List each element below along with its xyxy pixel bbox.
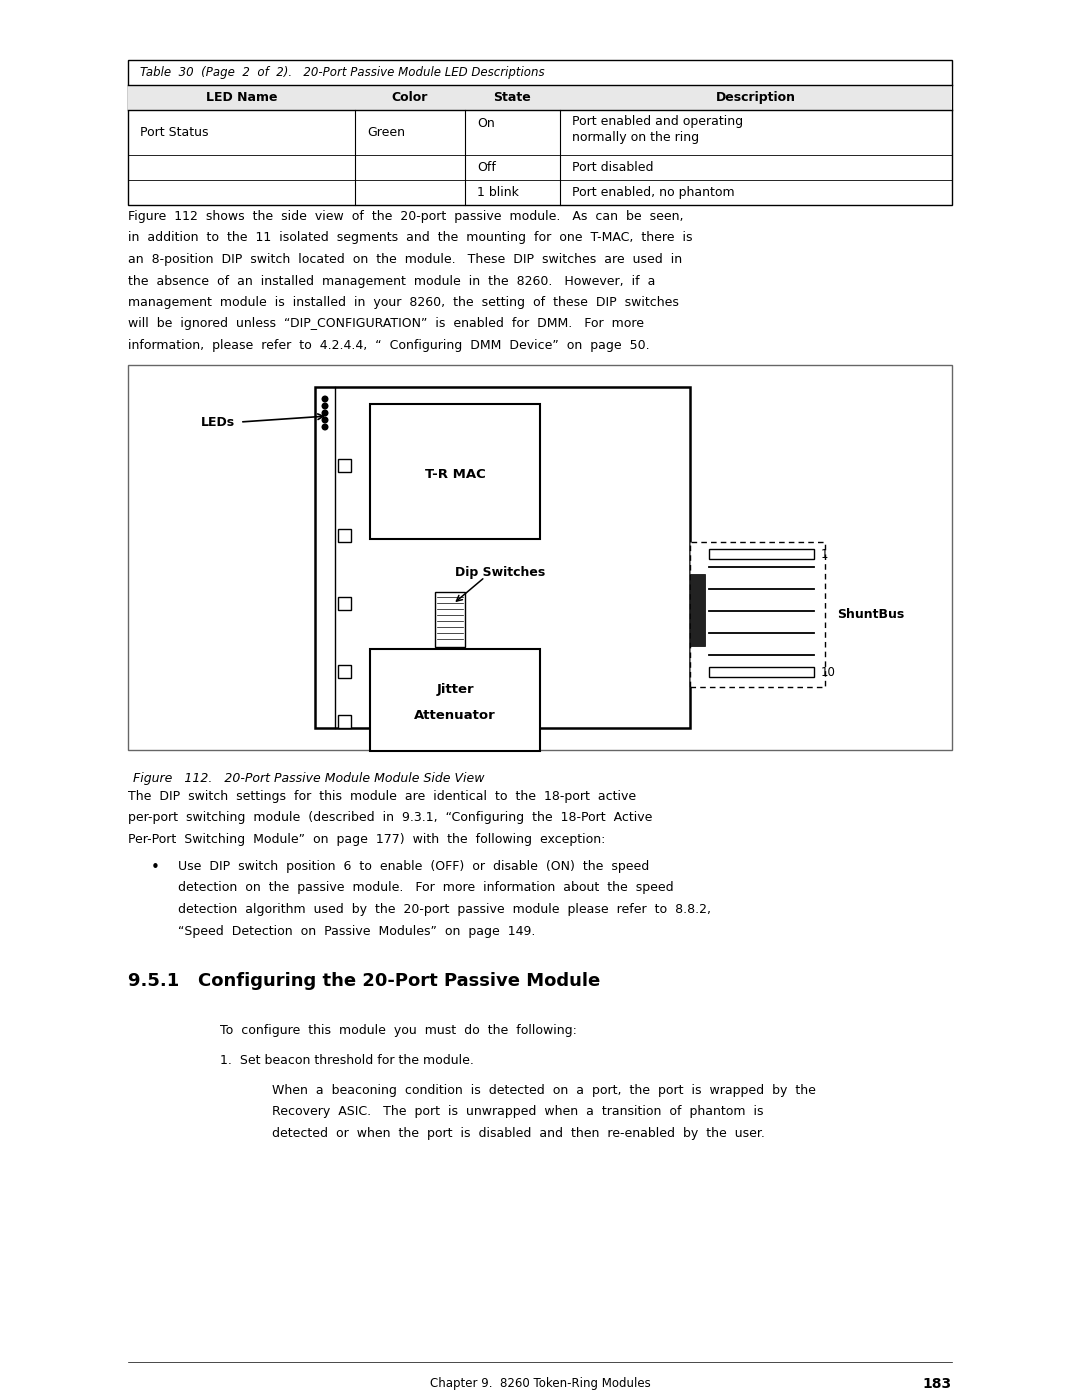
- Text: detection  on  the  passive  module.   For  more  information  about  the  speed: detection on the passive module. For mor…: [178, 882, 674, 894]
- Text: Figure   112.   20-Port Passive Module Module Side View: Figure 112. 20-Port Passive Module Modul…: [133, 773, 485, 785]
- Bar: [338, 529, 351, 542]
- Text: 10: 10: [821, 665, 836, 679]
- Text: Use  DIP  switch  position  6  to  enable  (OFF)  or  disable  (ON)  the  speed: Use DIP switch position 6 to enable (OFF…: [178, 861, 649, 873]
- Text: The  DIP  switch  settings  for  this  module  are  identical  to  the  18-port : The DIP switch settings for this module …: [129, 789, 636, 803]
- Bar: [708, 549, 814, 559]
- Text: ShuntBus: ShuntBus: [837, 608, 904, 622]
- Text: T-R MAC: T-R MAC: [424, 468, 485, 481]
- Text: Table  30  (Page  2  of  2).   20-Port Passive Module LED Descriptions: Table 30 (Page 2 of 2). 20-Port Passive …: [140, 66, 544, 80]
- Bar: [690, 574, 705, 645]
- Bar: [129, 85, 951, 110]
- Text: “Speed  Detection  on  Passive  Modules”  on  page  149.: “Speed Detection on Passive Modules” on …: [178, 925, 536, 937]
- Circle shape: [322, 397, 328, 402]
- Text: State: State: [494, 91, 531, 103]
- Text: When  a  beaconing  condition  is  detected  on  a  port,  the  port  is  wrappe: When a beaconing condition is detected o…: [272, 1084, 815, 1097]
- Bar: [338, 715, 351, 728]
- Text: Color: Color: [392, 91, 428, 103]
- Circle shape: [322, 418, 328, 423]
- Text: per-port  switching  module  (described  in  9.3.1,  “Configuring  the  18-Port : per-port switching module (described in …: [129, 812, 652, 824]
- Text: normally on the ring: normally on the ring: [572, 131, 699, 144]
- Circle shape: [322, 411, 328, 416]
- Text: Dip Switches: Dip Switches: [455, 566, 545, 578]
- Bar: [129, 365, 951, 750]
- Bar: [338, 460, 351, 472]
- Circle shape: [322, 404, 328, 409]
- Text: detection  algorithm  used  by  the  20-port  passive  module  please  refer  to: detection algorithm used by the 20-port …: [178, 902, 711, 916]
- Bar: [338, 597, 351, 610]
- Text: Figure  112  shows  the  side  view  of  the  20-port  passive  module.   As  ca: Figure 112 shows the side view of the 20…: [129, 210, 684, 224]
- Bar: [338, 665, 351, 678]
- Text: Jitter: Jitter: [436, 683, 474, 696]
- Text: detected  or  when  the  port  is  disabled  and  then  re-enabled  by  the  use: detected or when the port is disabled an…: [272, 1127, 765, 1140]
- Circle shape: [322, 425, 328, 430]
- Bar: [435, 592, 465, 647]
- Text: Port disabled: Port disabled: [572, 161, 653, 175]
- Text: •: •: [150, 861, 160, 875]
- Text: Chapter 9.  8260 Token-Ring Modules: Chapter 9. 8260 Token-Ring Modules: [430, 1377, 650, 1390]
- Text: Attenuator: Attenuator: [414, 708, 496, 722]
- Text: To  configure  this  module  you  must  do  the  following:: To configure this module you must do the…: [220, 1024, 577, 1037]
- Bar: [315, 387, 690, 728]
- Text: Port Status: Port Status: [140, 126, 208, 138]
- Text: 183: 183: [923, 1377, 951, 1391]
- Text: Description: Description: [716, 91, 796, 103]
- Text: Green: Green: [367, 126, 405, 138]
- Text: management  module  is  installed  in  your  8260,  the  setting  of  these  DIP: management module is installed in your 8…: [129, 296, 679, 309]
- Text: 1.  Set beacon threshold for the module.: 1. Set beacon threshold for the module.: [220, 1053, 474, 1067]
- Text: 1: 1: [821, 548, 828, 560]
- Text: an  8-position  DIP  switch  located  on  the  module.   These  DIP  switches  a: an 8-position DIP switch located on the …: [129, 253, 683, 265]
- Text: Off: Off: [477, 161, 496, 175]
- Text: Port enabled and operating: Port enabled and operating: [572, 115, 743, 127]
- Bar: [129, 60, 951, 205]
- Text: in  addition  to  the  11  isolated  segments  and  the  mounting  for  one  T-M: in addition to the 11 isolated segments …: [129, 232, 692, 244]
- Text: 1 blink: 1 blink: [477, 186, 518, 198]
- Bar: [690, 542, 825, 687]
- Text: Recovery  ASIC.   The  port  is  unwrapped  when  a  transition  of  phantom  is: Recovery ASIC. The port is unwrapped whe…: [272, 1105, 764, 1119]
- Text: 9.5.1   Configuring the 20-Port Passive Module: 9.5.1 Configuring the 20-Port Passive Mo…: [129, 972, 600, 990]
- Bar: [708, 666, 814, 678]
- Text: On: On: [477, 117, 495, 130]
- Text: the  absence  of  an  installed  management  module  in  the  8260.   However,  : the absence of an installed management m…: [129, 274, 656, 288]
- Text: will  be  ignored  unless  “DIP_CONFIGURATION”  is  enabled  for  DMM.   For  mo: will be ignored unless “DIP_CONFIGURATIO…: [129, 317, 644, 331]
- Text: Per-Port  Switching  Module”  on  page  177)  with  the  following  exception:: Per-Port Switching Module” on page 177) …: [129, 833, 606, 847]
- Text: Port enabled, no phantom: Port enabled, no phantom: [572, 186, 734, 198]
- Text: information,  please  refer  to  4.2.4.4,  “  Configuring  DMM  Device”  on  pag: information, please refer to 4.2.4.4, “ …: [129, 339, 650, 352]
- Bar: [370, 650, 540, 752]
- Bar: [370, 404, 540, 539]
- Text: LED Name: LED Name: [206, 91, 278, 103]
- Text: LEDs: LEDs: [201, 415, 235, 429]
